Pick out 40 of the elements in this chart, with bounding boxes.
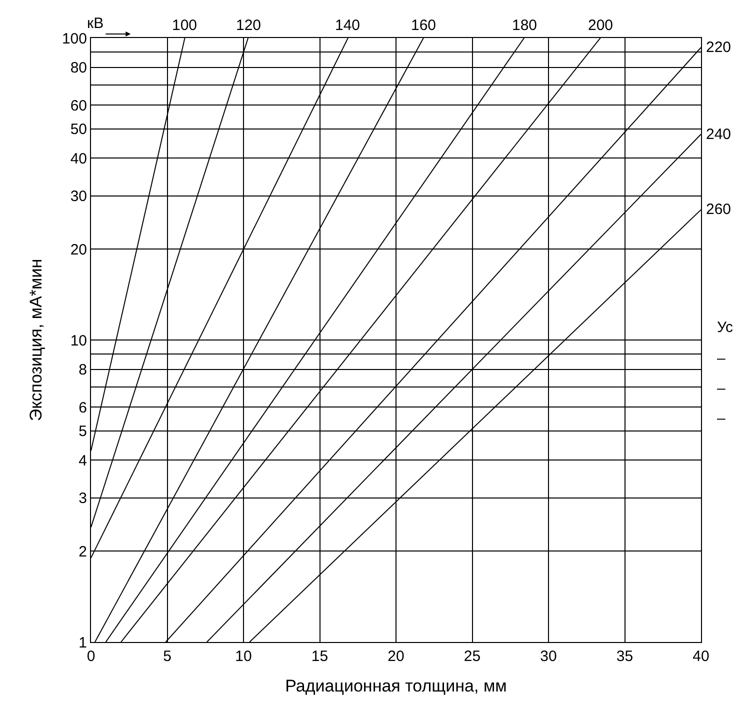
text: кВ [87,15,104,32]
y-tick-label: 80 [70,60,87,77]
x-tick-label: 40 [692,648,710,665]
text: – [717,350,726,367]
series-label: 220 [706,39,732,56]
x-tick-label: 35 [616,648,634,665]
x-tick-label: 20 [388,648,404,665]
text: Ус [717,319,734,336]
y-tick-label: 50 [70,121,87,138]
x-tick-label: 5 [163,648,172,665]
y-tick-label: 20 [70,241,87,258]
x-tick-label: 0 [86,648,96,665]
y-tick-label: 6 [78,399,87,416]
x-tick-label: 10 [235,648,252,665]
y-tick-label: 2 [78,543,87,560]
series-label: 240 [706,126,732,143]
text: – [717,380,726,397]
x-axis-title: Радиационная толщина, мм [285,676,507,696]
y-tick-label: 8 [78,362,87,379]
series-label: 120 [236,17,262,34]
series-label: 160 [411,17,436,34]
series-label: 180 [512,17,538,34]
series-label: 140 [335,17,360,34]
series-label: 200 [588,17,614,34]
y-tick-label: 40 [70,150,87,168]
y-tick-label: 60 [70,97,87,114]
series-label: 260 [706,201,732,218]
x-tick-label: 25 [464,648,481,665]
y-tick-label: 3 [78,490,87,508]
y-tick-label: 5 [78,423,87,440]
y-axis-title: Экспозиция, мА*мин [26,258,46,422]
y-tick-label: 30 [70,188,87,206]
y-tick-label: 1 [78,634,87,652]
y-tick-label: 100 [62,30,87,48]
text: – [717,410,726,427]
x-tick-label: 15 [311,648,328,665]
y-tick-label: 10 [70,332,87,350]
x-tick-label: 30 [540,648,557,665]
y-tick-label: 4 [78,452,87,470]
series-label: 100 [172,17,198,34]
